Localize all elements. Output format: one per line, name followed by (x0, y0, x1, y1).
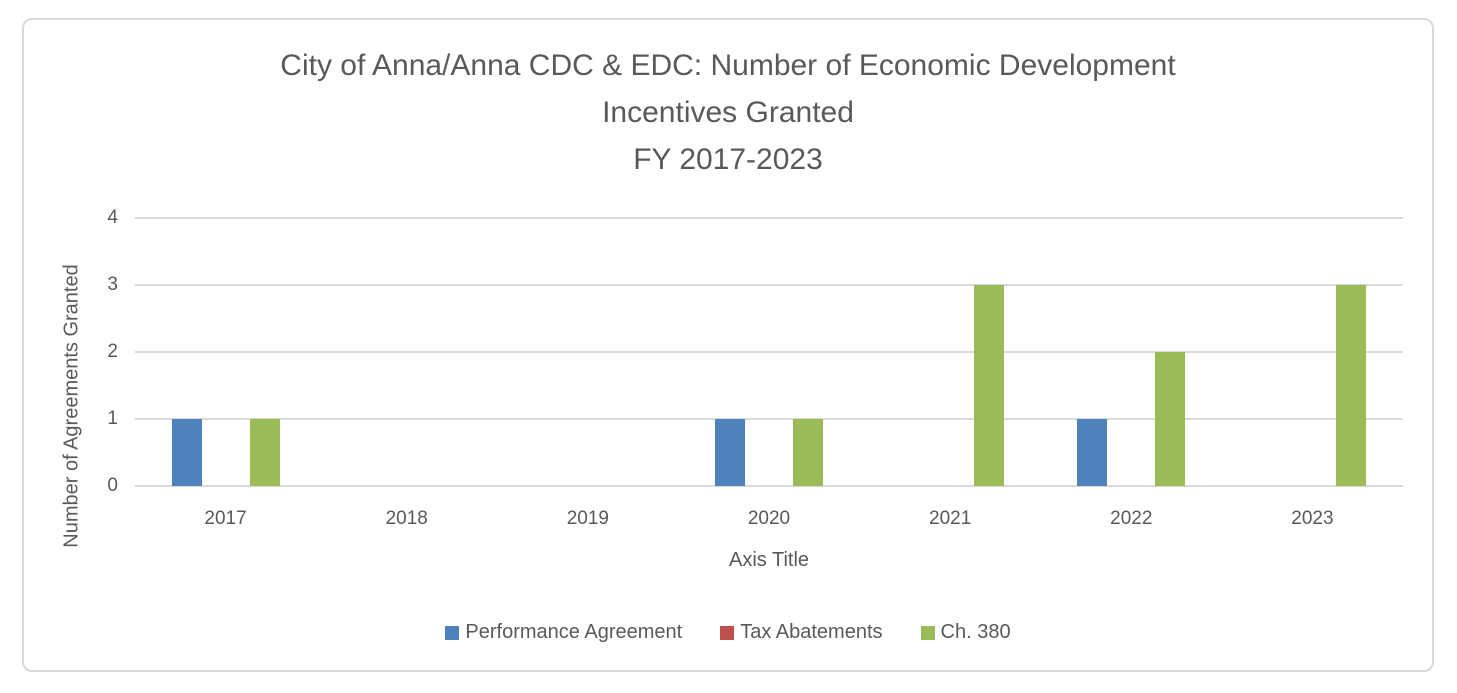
y-tick-label-4: 4 (107, 207, 118, 228)
plot-area (135, 217, 1403, 487)
gridline-y-1 (135, 418, 1403, 420)
legend-label-tax-abatements: Tax Abatements (740, 621, 883, 643)
y-tick-label-0: 0 (107, 475, 118, 496)
bar-ch-380-2023 (1336, 285, 1367, 486)
x-axis-title: Axis Title (728, 549, 810, 571)
legend-label-performance-agreement: Performance Agreement (465, 621, 683, 643)
y-tick-label-2: 2 (107, 341, 118, 362)
legend-label-ch-380: Ch. 380 (940, 621, 1011, 643)
legend-item-performance-agreement: Performance Agreement (445, 621, 682, 644)
x-tick-label-2022: 2022 (1110, 508, 1153, 529)
chart-title-line-1: City of Anna/Anna CDC & EDC: Number of E… (280, 49, 1176, 82)
bar-performance-agreement-2017 (171, 419, 202, 486)
bar-ch-380-2017 (249, 419, 280, 486)
bar-ch-380-2020 (793, 419, 823, 486)
x-tick-label-2019: 2019 (566, 508, 609, 529)
chart-title-line-3: FY 2017-2023 (633, 143, 823, 176)
legend-item-ch-380: Ch. 380 (920, 621, 1011, 644)
chart-title-line-2: Incentives Granted (602, 96, 854, 129)
gridline-y-0 (135, 485, 1403, 487)
gridline-y-3 (135, 284, 1403, 286)
legend-item-tax-abatements: Tax Abatements (720, 621, 883, 644)
gridline-y-2 (135, 351, 1403, 353)
x-tick-label-2017: 2017 (204, 508, 247, 529)
bar-ch-380-2021 (974, 285, 1005, 486)
x-tick-label-2023: 2023 (1291, 508, 1334, 529)
chart-legend: Performance Agreement Tax Abatements Ch. 3… (22, 621, 1434, 644)
x-tick-label-2021: 2021 (929, 508, 972, 529)
legend-marker-performance-agreement (445, 625, 460, 640)
gridline-y-4 (135, 217, 1403, 219)
x-tick-label-2020: 2020 (747, 508, 791, 529)
bar-ch-380-2022 (1155, 352, 1186, 486)
bar-performance-agreement-2022 (1077, 419, 1108, 486)
chart-outer-border (22, 18, 1434, 672)
x-tick-label-2018: 2018 (385, 508, 428, 529)
y-tick-label-1: 1 (107, 408, 118, 429)
chart-title: City of Anna/Anna CDC & EDC: Number of E… (22, 42, 1434, 183)
y-tick-label-3: 3 (107, 274, 118, 295)
legend-marker-tax-abatements (720, 625, 735, 640)
y-axis-title-text: Number of Agreements Granted (60, 264, 83, 548)
bar-performance-agreement-2020 (715, 419, 745, 486)
legend-marker-ch-380 (920, 625, 935, 640)
